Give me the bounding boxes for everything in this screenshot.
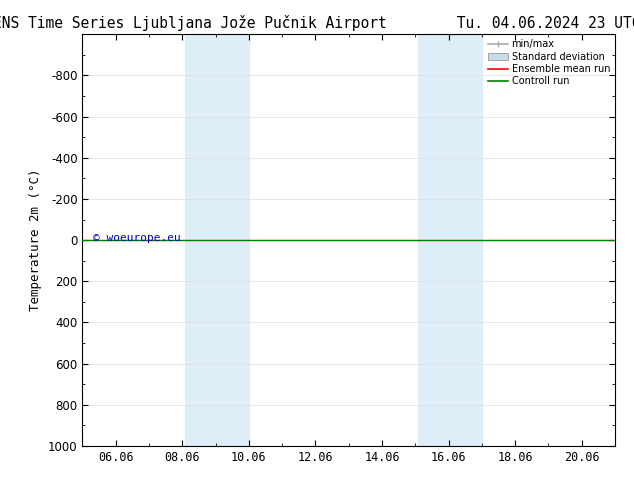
Text: ENS Time Series Ljubljana Jože Pučnik Airport        Tu. 04.06.2024 23 UTC: ENS Time Series Ljubljana Jože Pučnik Ai… [0, 15, 634, 31]
Legend: min/max, Standard deviation, Ensemble mean run, Controll run: min/max, Standard deviation, Ensemble me… [486, 37, 612, 88]
Text: © woeurope.eu: © woeurope.eu [93, 233, 181, 243]
Y-axis label: Temperature 2m (°C): Temperature 2m (°C) [29, 169, 42, 311]
Bar [418, 34, 482, 446]
Bar [185, 34, 249, 446]
